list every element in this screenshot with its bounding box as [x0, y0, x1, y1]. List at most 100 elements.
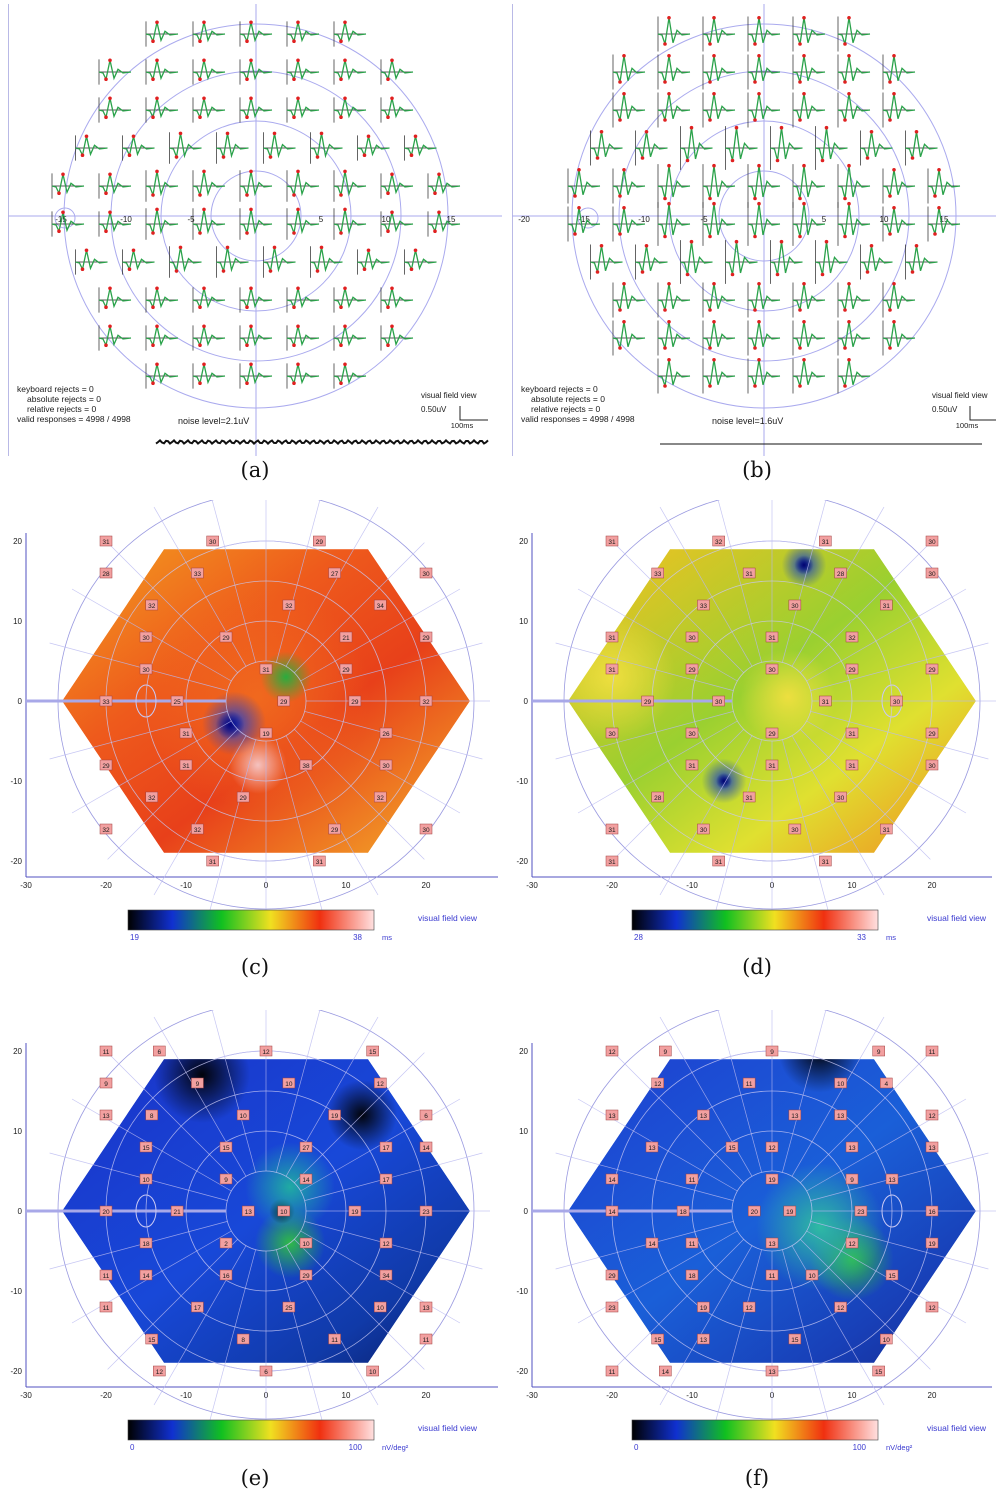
cell-value-box: [313, 535, 326, 547]
trace-waveform: [927, 169, 961, 197]
trace-waveform: [286, 171, 320, 198]
polar-spoke: [153, 735, 247, 896]
cell-value: 17: [379, 1173, 393, 1185]
cell-value-text: 15: [148, 1337, 156, 1344]
cell-value: 21: [170, 1205, 184, 1217]
cell-value-box: [712, 535, 725, 547]
cell-value: 12: [651, 1077, 664, 1089]
cell-value-text: 12: [837, 1305, 845, 1312]
trace-waveform: [657, 93, 691, 121]
n1-marker: [104, 305, 108, 309]
trace-waveform: [905, 131, 938, 159]
p1-marker: [155, 286, 159, 291]
cell-value-text: 10: [142, 1177, 150, 1184]
cell-value-text: 19: [768, 1177, 776, 1184]
n1-marker: [80, 153, 85, 157]
mferg-trace: [860, 243, 893, 280]
view-label: visual field view: [418, 913, 478, 923]
cell-value-text: 31: [822, 859, 830, 866]
n1-marker: [339, 305, 343, 309]
x-tick-label: 15: [940, 215, 949, 224]
mferg-trace: [192, 169, 226, 202]
x-tick-label: -10: [638, 215, 650, 224]
p1-marker: [249, 96, 253, 101]
mferg-trace: [239, 286, 273, 313]
cell-value-text: 14: [142, 1273, 150, 1280]
mferg-trace: [702, 319, 736, 356]
n1-marker: [386, 191, 390, 195]
n1-marker: [933, 232, 937, 236]
n1-marker: [708, 308, 712, 312]
p1-marker: [847, 163, 851, 168]
cell-value: 31: [712, 855, 725, 867]
x-tick-label: -5: [700, 215, 708, 224]
reject-stat: absolute rejects = 0: [27, 394, 101, 404]
p1-marker: [712, 201, 716, 206]
cell-value-text: 13: [888, 1177, 896, 1184]
n1-marker: [292, 193, 296, 197]
cell-value-text: 29: [422, 635, 430, 642]
n1-marker: [104, 191, 108, 195]
polar-spoke: [659, 1245, 753, 1406]
cell-value-text: 12: [156, 1369, 164, 1376]
cell-value: 18: [676, 1205, 690, 1217]
n1-marker: [292, 115, 296, 119]
cell-value: 29: [419, 631, 433, 643]
mferg-trace: [882, 53, 916, 90]
cell-value-box: [659, 1045, 672, 1057]
cell-value-text: 31: [316, 859, 324, 866]
cell-value-text: 33: [102, 699, 110, 706]
cell-value-text: 23: [422, 1209, 430, 1216]
p1-marker: [802, 15, 806, 20]
trace-waveform: [169, 247, 202, 274]
cell-value: 30: [697, 823, 710, 835]
cell-value-box: [419, 823, 433, 835]
cell-value-text: 19: [262, 731, 270, 738]
p1-marker: [847, 281, 851, 286]
view-label: visual field view: [421, 391, 477, 400]
mferg-trace: [837, 281, 871, 318]
mferg-trace: [837, 357, 871, 394]
cell-value-box: [379, 1237, 393, 1249]
cell-value: 12: [845, 1237, 859, 1249]
cell-value-box: [925, 1205, 939, 1217]
trace-waveform: [122, 250, 155, 272]
cell-value-box: [153, 1365, 166, 1377]
cell-value-text: 29: [342, 667, 350, 674]
p1-marker: [296, 286, 300, 291]
trace-waveform: [263, 133, 296, 160]
cell-value: 31: [605, 535, 619, 547]
trace-waveform: [860, 245, 893, 273]
cell-value-box: [374, 1301, 387, 1313]
scale-voltage: 0.50uV: [932, 405, 958, 414]
cell-value: 31: [819, 855, 832, 867]
mferg-trace: [747, 201, 781, 246]
cell-value: 31: [605, 823, 619, 835]
cell-value: 29: [313, 535, 326, 547]
scale-bar: [459, 406, 488, 421]
polar-spoke: [806, 588, 967, 682]
cell-value: 11: [419, 1333, 433, 1345]
n1-marker: [798, 346, 802, 350]
p1-marker: [757, 201, 761, 206]
cell-value: 28: [99, 567, 113, 579]
cell-value-text: 15: [654, 1337, 662, 1344]
n1-marker: [753, 80, 757, 84]
map-axes: -30-20-100102020100-10-20: [516, 1043, 992, 1400]
mferg-trace: [657, 201, 691, 246]
p1-marker: [225, 131, 230, 136]
n1-marker: [221, 269, 226, 273]
trace-waveform: [98, 326, 132, 348]
cell-value: 30: [712, 695, 725, 707]
cell-value-box: [697, 1301, 710, 1313]
cell-value-text: 12: [928, 1305, 936, 1312]
trace-field-a: -20-15-10-55101520keyboard rejects = 0ab…: [8, 4, 502, 456]
cell-value: 6: [259, 1365, 273, 1377]
cell-value-text: 19: [331, 1113, 339, 1120]
trace-waveform: [239, 22, 273, 44]
cell-value: 9: [219, 1173, 233, 1185]
cell-value: 8: [145, 1109, 158, 1121]
cell-value: 15: [145, 1333, 158, 1345]
n1-marker: [708, 384, 712, 388]
cell-value-text: 8: [241, 1337, 245, 1344]
